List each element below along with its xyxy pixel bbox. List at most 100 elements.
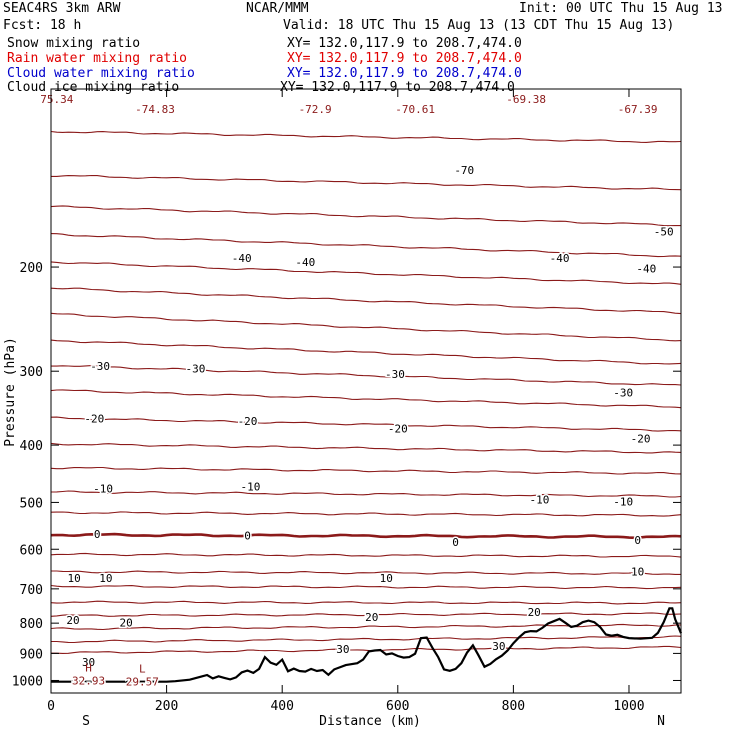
isotherm-label: -20 <box>84 413 104 426</box>
isotherm-label: -50 <box>654 225 674 238</box>
extremum-marker: L <box>139 663 146 676</box>
isotherm-label: -10 <box>240 481 260 494</box>
legend-name-snow: Snow mixing ratio <box>7 36 141 51</box>
x-axis-label: Distance (km) <box>319 714 421 729</box>
x-tick-label: 400 <box>270 699 293 714</box>
isotherm-label: -30 <box>186 363 206 376</box>
x-tick-label: 1000 <box>613 699 644 714</box>
legend-xy-rain: XY= 132.0,117.9 to 208.7,474.0 <box>287 51 522 66</box>
y-tick-label: 400 <box>20 439 43 454</box>
y-tick-label: 700 <box>20 583 43 598</box>
extremum-value: 32.93 <box>72 674 105 687</box>
isotherm-label: -30 <box>385 368 405 381</box>
isotherm-label: -40 <box>232 252 252 265</box>
x-tick-label: 200 <box>155 699 178 714</box>
isotherm-line <box>50 287 682 315</box>
extremum-value: -67.39 <box>618 103 658 116</box>
forecast-hour: Fcst: 18 h <box>3 18 82 33</box>
isotherm-label: 0 <box>244 530 251 543</box>
isotherm-line <box>51 365 682 386</box>
isotherm-label: 30 <box>82 656 95 669</box>
isotherm-label: 20 <box>365 611 378 624</box>
isotherm-line <box>50 205 682 227</box>
isotherm-line <box>50 600 682 605</box>
extremum-value: -74.83 <box>135 103 175 116</box>
legend-xy-snow: XY= 132.0,117.9 to 208.7,474.0 <box>287 36 522 51</box>
isotherm-line <box>50 612 682 617</box>
isotherm-line <box>50 416 682 432</box>
isotherm-label: -10 <box>93 483 113 496</box>
isotherm-label: -40 <box>636 262 656 275</box>
isotherm-line <box>51 645 682 654</box>
isotherm-label: 10 <box>99 572 112 585</box>
extremum-value: -72.9 <box>299 103 332 116</box>
extremum-value: -69.38 <box>506 93 546 106</box>
isotherm-zero-line <box>50 532 682 540</box>
isotherm-layer <box>50 130 682 654</box>
legend-xy-cloud-ice: XY= 132.0,117.9 to 208.7,474.0 <box>280 80 515 95</box>
isotherm-line <box>51 635 682 644</box>
isotherm-label: -20 <box>238 415 258 428</box>
x-tick-label: 800 <box>502 699 525 714</box>
isotherm-label: -70 <box>454 164 474 177</box>
terrain-line <box>51 607 683 683</box>
y-tick-label: 300 <box>20 365 43 380</box>
y-tick-label: 500 <box>20 496 43 511</box>
isotherm-label: 20 <box>120 617 133 630</box>
isotherm-label: -40 <box>550 252 570 265</box>
x-tick-label: 0 <box>47 699 55 714</box>
legend-name-cloud-water: Cloud water mixing ratio <box>7 66 195 81</box>
isotherm-label: -40 <box>295 256 315 269</box>
isotherm-line <box>50 261 682 285</box>
isotherm-label: -20 <box>388 423 408 436</box>
isotherm-label: -30 <box>613 387 633 400</box>
init-time: Init: 00 UTC Thu 15 Aug 13 <box>519 1 723 16</box>
isotherm-label: 30 <box>336 643 349 656</box>
isotherm-label: -30 <box>90 360 110 373</box>
legend-name-rain: Rain water mixing ratio <box>7 51 188 66</box>
isotherm-label: 20 <box>66 614 79 627</box>
isotherm-line <box>50 584 682 590</box>
isotherm-label: 0 <box>634 534 641 547</box>
isotherm-line <box>50 490 682 498</box>
isotherm-label: 10 <box>380 572 393 585</box>
isotherm-line <box>51 174 682 191</box>
x-end-label-right: N <box>657 714 665 729</box>
isotherm-label: 30 <box>492 640 505 653</box>
isotherm-line <box>50 389 682 409</box>
y-tick-label: 1000 <box>12 674 43 689</box>
isotherm-line <box>50 466 682 475</box>
valid-time: Valid: 18 UTC Thu 15 Aug 13 (13 CDT Thu … <box>283 18 675 33</box>
isotherm-line <box>50 552 682 558</box>
isotherm-line <box>50 130 682 143</box>
extremum-value: 29.57 <box>126 676 159 689</box>
plot-frame <box>50 88 682 694</box>
extremum-value: -70.61 <box>395 103 435 116</box>
terrain-layer <box>51 607 683 683</box>
x-tick-label: 600 <box>386 699 409 714</box>
isotherm-line <box>51 570 681 575</box>
y-tick-label: 800 <box>20 617 43 632</box>
x-end-label-left: S <box>82 714 90 729</box>
isotherm-line <box>50 312 682 342</box>
isotherm-line <box>50 233 682 258</box>
isotherm-label: -10 <box>613 495 633 508</box>
isotherm-label: 10 <box>631 565 644 578</box>
isotherm-line <box>50 339 682 365</box>
legend-xy-cloud-water: XY= 132.0,117.9 to 208.7,474.0 <box>287 66 522 81</box>
isotherm-label: 20 <box>528 606 541 619</box>
legend-name-cloud-ice: Cloud ice mixing ratio <box>7 80 180 95</box>
y-axis-label: Pressure (hPa) <box>3 337 18 447</box>
organization: NCAR/MMM <box>246 1 309 16</box>
extremum-value: 75.34 <box>40 93 73 106</box>
model-name: SEAC4RS 3km ARW <box>3 1 121 16</box>
y-tick-label: 200 <box>20 261 43 276</box>
label-layer: -40 -40 -40 -40 -50 -70 -30 -30 -30 -30 -20 -20 -20 -… <box>39 92 675 691</box>
isotherm-label: 0 <box>452 536 459 549</box>
isotherm-line <box>50 511 682 517</box>
isotherm-line <box>50 623 682 631</box>
isotherm-label: 10 <box>67 572 80 585</box>
isotherm-line <box>50 442 682 454</box>
extremum-marker: H <box>85 661 92 674</box>
